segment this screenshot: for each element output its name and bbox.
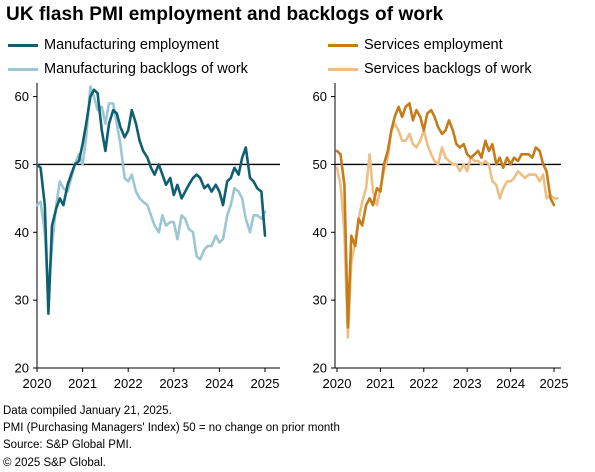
footnote-source: Source: S&P Global PMI. (3, 439, 132, 451)
right-y-tick-label: 50 (313, 157, 327, 172)
legend-swatch-manufacturing-backlogs (8, 67, 38, 71)
right-y-tick-label: 30 (313, 293, 327, 308)
left-x-tick-label: 2020 (23, 376, 52, 391)
legend-label: Manufacturing employment (44, 37, 219, 53)
legend-manufacturing-employment: Manufacturing employment (8, 37, 219, 53)
legend-swatch-services-employment (328, 43, 358, 47)
right-x-tick-label: 2020 (323, 376, 352, 391)
left-y-tick-label: 20 (15, 361, 29, 376)
footnote-copyright: © 2025 S&P Global. (3, 457, 106, 469)
left-y-tick-label: 30 (15, 293, 29, 308)
legend-services-employment: Services employment (328, 37, 503, 53)
series-line-services-backlogs-of-work (335, 122, 559, 339)
right-y-tick-label: 40 (313, 225, 327, 240)
right-x-tick-label: 2023 (453, 376, 482, 391)
right-x-tick-label: 2024 (496, 376, 525, 391)
left-x-tick-label: 2025 (251, 376, 280, 391)
legend-swatch-services-backlogs (328, 67, 358, 71)
right-y-tick-label: 20 (313, 361, 327, 376)
legend-swatch-manufacturing-employment (8, 43, 38, 47)
footnote-date: Data compiled January 21, 2025. (3, 405, 172, 417)
series-line-manufacturing-employment (35, 88, 267, 316)
left-x-tick-label: 2024 (205, 376, 234, 391)
legend-services-backlogs: Services backlogs of work (328, 61, 532, 77)
left-y-tick-label: 60 (15, 89, 29, 104)
legend-label: Services employment (364, 37, 503, 53)
footnote-definition: PMI (Purchasing Managers' Index) 50 = no… (3, 422, 340, 434)
right-x-tick-label: 2025 (540, 376, 569, 391)
right-x-tick-label: 2021 (366, 376, 395, 391)
left-y-tick-label: 50 (15, 157, 29, 172)
right-x-tick-label: 2022 (409, 376, 438, 391)
left-y-tick-label: 40 (15, 225, 29, 240)
legend-manufacturing-backlogs: Manufacturing backlogs of work (8, 61, 248, 77)
chart-title: UK flash PMI employment and backlogs of … (6, 4, 444, 25)
left-x-tick-label: 2022 (114, 376, 143, 391)
left-x-tick-label: 2021 (68, 376, 97, 391)
legend-label: Services backlogs of work (364, 61, 532, 77)
series-line-manufacturing-backlogs-of-work (35, 85, 267, 295)
legend-label: Manufacturing backlogs of work (44, 61, 248, 77)
series-line-services-employment (335, 102, 556, 329)
right-y-tick-label: 60 (313, 89, 327, 104)
left-x-tick-label: 2023 (159, 376, 188, 391)
